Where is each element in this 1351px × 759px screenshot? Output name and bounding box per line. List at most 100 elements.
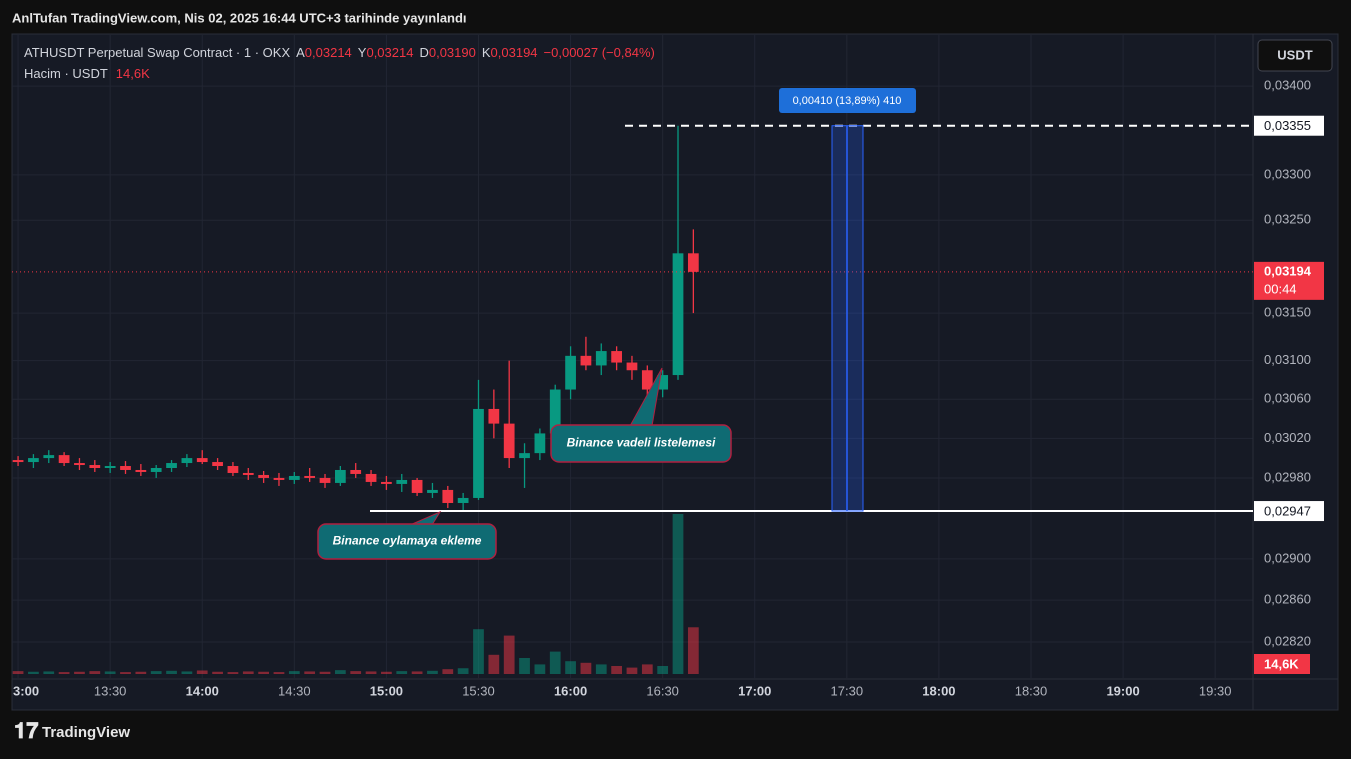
- volume-name: Hacim · USDT: [24, 66, 108, 81]
- x-tick-label: 17:30: [831, 683, 864, 698]
- candle-body: [212, 462, 223, 467]
- volume-tag: [1254, 654, 1310, 674]
- callout-box: [550, 424, 732, 463]
- volume-value: 14,6K: [116, 66, 150, 81]
- volume-bar: [242, 671, 254, 674]
- volume-bar: [273, 672, 285, 674]
- candle-body: [549, 389, 561, 434]
- x-tick-label: 15:00: [370, 683, 403, 698]
- ohlc-label: D: [419, 45, 428, 60]
- volume-bar: [365, 671, 377, 674]
- volume-bar: [503, 635, 515, 674]
- candle-body: [304, 475, 316, 478]
- candle-body: [150, 467, 162, 472]
- y-tick-label: 0,03020: [1264, 430, 1311, 445]
- y-tick-label: 0,03100: [1264, 352, 1311, 367]
- currency-label[interactable]: USDT: [1277, 47, 1312, 62]
- volume-bar: [473, 629, 484, 674]
- volume-bar: [565, 661, 576, 674]
- chart-title: ATHUSDT Perpetual Swap Contract · 1 · OK…: [24, 45, 290, 60]
- volume-bar: [28, 671, 39, 674]
- x-tick-label: 13:30: [94, 683, 127, 698]
- volume-bar: [58, 672, 70, 674]
- candle-body: [288, 475, 300, 480]
- volume-bar: [227, 672, 239, 674]
- volume-bar: [657, 666, 669, 674]
- candle-body: [626, 362, 638, 371]
- candle-body: [672, 253, 684, 376]
- measure-label-box: [779, 88, 916, 113]
- volume-bar: [396, 671, 408, 674]
- candle-body: [12, 460, 24, 463]
- logo: 𝟏𝟕: [14, 718, 39, 743]
- x-tick-label: 17:00: [738, 683, 771, 698]
- x-tick-label: 19:30: [1199, 683, 1232, 698]
- x-tick-label: 14:30: [278, 683, 311, 698]
- candle-body: [273, 477, 285, 480]
- x-tick-label: 3:00: [13, 683, 39, 698]
- candle-body: [396, 479, 408, 484]
- volume-bar: [488, 654, 500, 674]
- candle-body: [427, 489, 438, 493]
- candle-body: [411, 479, 423, 493]
- candle-body: [74, 463, 85, 466]
- volume-bar: [288, 671, 300, 674]
- x-tick-label: 16:30: [646, 683, 679, 698]
- ohlc-label: K: [482, 45, 491, 60]
- candle-body: [181, 458, 193, 464]
- candle-body: [365, 473, 377, 482]
- candle-body: [334, 469, 346, 483]
- volume-bar: [350, 671, 362, 674]
- price-tag-label: 0,03355: [1264, 118, 1311, 133]
- candle-body: [488, 408, 500, 424]
- candle-body: [519, 453, 530, 459]
- volume-bar: [595, 664, 607, 674]
- y-tick-label: 0,03400: [1264, 78, 1311, 93]
- candle-body: [28, 458, 39, 463]
- volume-bar: [687, 627, 699, 674]
- candle-body: [611, 351, 622, 363]
- volume-bar: [672, 514, 684, 674]
- candle-body: [641, 370, 653, 390]
- currency-button[interactable]: [1257, 39, 1333, 72]
- candle-body: [457, 497, 469, 503]
- measure-label: 0,00410 (13,89%) 410: [793, 95, 902, 107]
- candle-body: [442, 489, 454, 503]
- volume-bar: [43, 671, 55, 674]
- callout-box: [317, 523, 497, 560]
- y-tick-label: 0,03060: [1264, 391, 1311, 406]
- volume-bar: [150, 671, 162, 674]
- candle-body: [503, 423, 515, 459]
- x-tick-label: 14:00: [186, 683, 219, 698]
- volume-bar: [319, 671, 331, 674]
- volume-bar: [89, 671, 101, 674]
- volume-bar: [427, 670, 438, 674]
- candle-body: [104, 466, 116, 468]
- volume-bar: [534, 664, 546, 674]
- candle-body: [43, 455, 55, 459]
- candle-body: [657, 375, 669, 390]
- candle-body: [258, 474, 269, 478]
- ohlc-value: 0,03214: [305, 45, 352, 60]
- volume-bar: [212, 671, 223, 674]
- volume-bar: [411, 671, 423, 674]
- volume-legend: Hacim · USDT 14,6K: [24, 66, 150, 81]
- ohlc-label: A: [296, 45, 305, 60]
- callout-text: Binance vadeli listelemesi: [567, 436, 716, 450]
- x-tick-label: 19:00: [1106, 683, 1139, 698]
- volume-bar: [611, 666, 622, 674]
- volume-bar: [166, 670, 177, 674]
- candle-body: [166, 463, 177, 468]
- volume-bar: [12, 671, 24, 674]
- ohlc-value: 0,03214: [366, 45, 413, 60]
- candle-body: [565, 355, 576, 390]
- candle-body: [381, 481, 392, 484]
- x-tick-label: 18:30: [1015, 683, 1048, 698]
- brand: TradingView: [42, 724, 130, 741]
- overlays: 0,03194 00:44 14,6K 0,03355 0,02947 0,00410 (…: [12, 88, 1324, 674]
- volume-bar: [74, 671, 85, 674]
- volume-bar: [457, 668, 469, 674]
- volume-bar: [549, 651, 561, 674]
- candles: [12, 125, 699, 512]
